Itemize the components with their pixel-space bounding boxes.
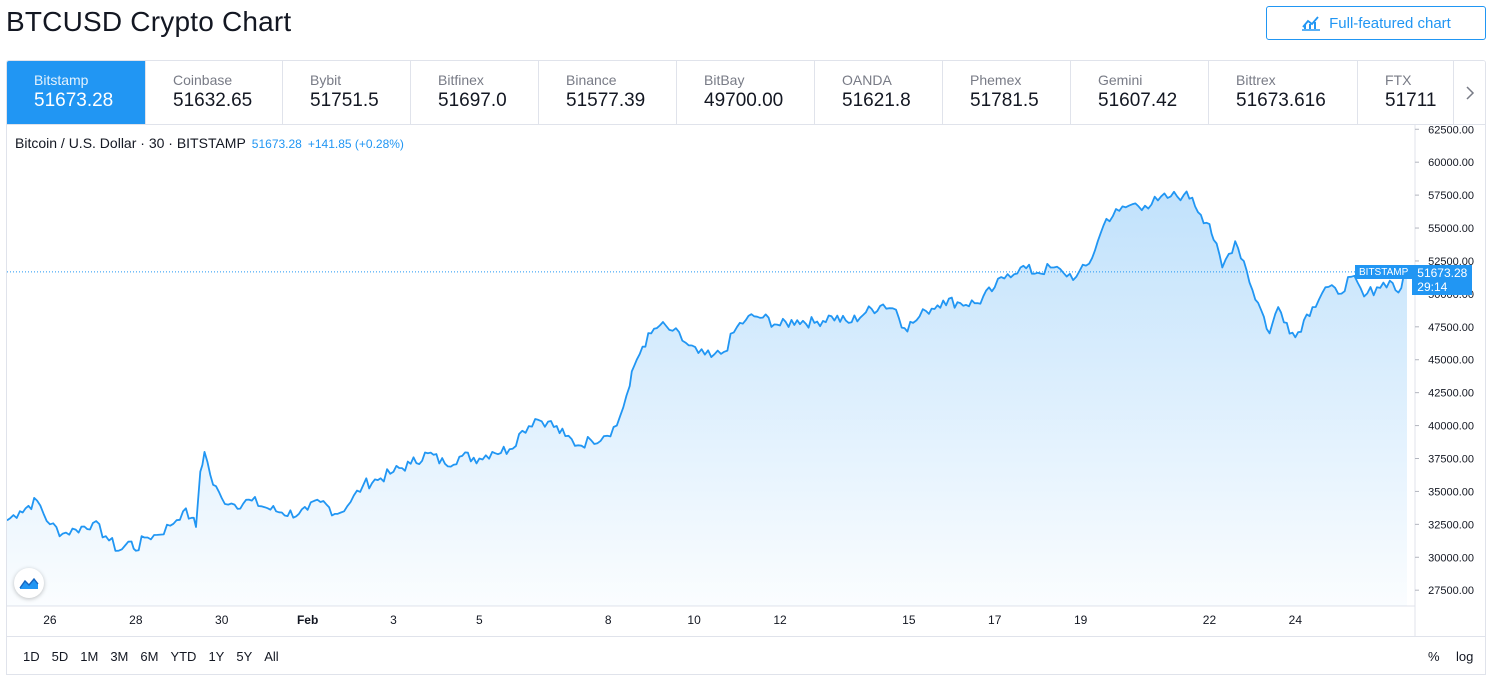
range-5y[interactable]: 5Y (236, 649, 253, 664)
tab-bitbay[interactable]: BitBay 49700.00 (677, 61, 815, 124)
tab-exchange-price: 51697.0 (438, 90, 507, 111)
exchange-tabs: Bitstamp 51673.28 Coinbase 51632.65 Bybi… (6, 60, 1486, 125)
tab-exchange-price: 51621.8 (842, 90, 911, 111)
range-all[interactable]: All (264, 649, 279, 664)
y-tick-label: 27500.00 (1428, 585, 1474, 597)
tab-exchange-price: 51673.28 (34, 90, 114, 111)
tab-exchange-name: Coinbase (173, 72, 233, 88)
tab-exchange-name: Bittrex (1236, 72, 1276, 88)
tab-exchange-price: 51632.65 (173, 90, 253, 111)
price-tag-countdown: 29:14 (1417, 279, 1448, 294)
y-tick-label: 57500.00 (1428, 190, 1474, 202)
tab-coinbase[interactable]: Coinbase 51632.65 (146, 61, 283, 124)
log-scale-button[interactable]: log (1456, 649, 1474, 664)
tab-exchange-name: Bybit (310, 72, 342, 88)
tab-exchange-price: 49700.00 (704, 90, 784, 111)
tab-bybit[interactable]: Bybit 51751.5 (283, 61, 411, 124)
tradingview-logo[interactable] (14, 568, 44, 598)
y-tick-label: 37500.00 (1428, 454, 1474, 466)
logo-icon (19, 577, 39, 589)
page-title: BTCUSD Crypto Chart (6, 6, 292, 37)
x-tick-label: 10 (687, 613, 701, 627)
y-tick-label: 47500.00 (1428, 322, 1474, 334)
chart-icon (1302, 16, 1321, 31)
tab-bitstamp[interactable]: Bitstamp 51673.28 (7, 61, 146, 124)
chart-legend: Bitcoin / U.S. Dollar · 30 · BITSTAMP 516… (15, 135, 404, 151)
chevron-right-icon (1465, 85, 1474, 100)
tab-exchange-name: Bitfinex (438, 72, 484, 88)
legend-change: +141.85 (+0.28%) (307, 137, 404, 151)
price-tag-box: 51673.28 29:14 (1412, 264, 1473, 295)
tab-exchange-price: 51781.5 (970, 90, 1039, 111)
y-tick-label: 52500.00 (1428, 256, 1474, 268)
tab-exchange-name: FTX (1385, 72, 1412, 88)
x-tick-label: 28 (129, 613, 143, 627)
tab-exchange-price: 51751.5 (310, 90, 379, 111)
tab-exchange-price: 51577.39 (566, 90, 646, 111)
legend-symbol: Bitcoin / U.S. Dollar · 30 · BITSTAMP (15, 135, 246, 151)
last-price-tag: BITSTAMP 51673.28 29:14 (1355, 264, 1473, 295)
x-tick-label: 26 (43, 613, 57, 627)
tab-binance[interactable]: Binance 51577.39 (539, 61, 677, 124)
tab-ftx[interactable]: FTX 51711 (1358, 61, 1468, 124)
y-tick-label: 30000.00 (1428, 552, 1474, 564)
y-tick-label: 55000.00 (1428, 223, 1474, 235)
tab-bitfinex[interactable]: Bitfinex 51697.0 (411, 61, 539, 124)
range-3m[interactable]: 3M (110, 649, 129, 664)
y-tick-label: 62500.00 (1428, 124, 1474, 136)
x-tick-label: 30 (215, 613, 229, 627)
percent-scale-button[interactable]: % (1428, 649, 1440, 664)
x-tick-label: 12 (773, 613, 787, 627)
tab-exchange-name: BitBay (704, 72, 745, 88)
x-tick-label: 24 (1289, 613, 1303, 627)
tab-bittrex[interactable]: Bittrex 51673.616 (1209, 61, 1358, 124)
x-tick-label: 5 (476, 613, 483, 627)
tab-exchange-name: OANDA (842, 72, 892, 88)
x-tick-label: 22 (1203, 613, 1217, 627)
series-area (7, 191, 1407, 606)
legend-last-price: 51673.28 (251, 137, 302, 151)
full-featured-chart-label: Full-featured chart (1329, 14, 1451, 32)
tab-oanda[interactable]: OANDA 51621.8 (815, 61, 943, 124)
y-tick-label: 40000.00 (1428, 421, 1474, 433)
x-tick-label: 17 (988, 613, 1002, 627)
range-1d[interactable]: 1D (23, 649, 40, 664)
range-ytd[interactable]: YTD (170, 649, 197, 664)
bottom-toolbar: 1D 5D 1M 3M 6M YTD 1Y 5Y All % log (7, 636, 1485, 674)
range-5d[interactable]: 5D (51, 649, 69, 664)
tab-exchange-name: Gemini (1098, 72, 1143, 88)
tabs-next-button[interactable] (1453, 61, 1485, 124)
x-tick-label: 8 (605, 613, 612, 627)
y-tick-label: 45000.00 (1428, 355, 1474, 367)
tab-phemex[interactable]: Phemex 51781.5 (943, 61, 1071, 124)
y-tick-label: 42500.00 (1428, 388, 1474, 400)
range-1m[interactable]: 1M (80, 649, 99, 664)
range-1y[interactable]: 1Y (208, 649, 225, 664)
x-tick-label: 15 (902, 613, 916, 627)
x-tick-label: 3 (390, 613, 397, 627)
tab-gemini[interactable]: Gemini 51607.42 (1071, 61, 1209, 124)
x-tick-label: 19 (1074, 613, 1088, 627)
tab-exchange-price: 51607.42 (1098, 90, 1178, 111)
range-6m[interactable]: 6M (140, 649, 159, 664)
y-tick-label: 35000.00 (1428, 486, 1474, 498)
chart-container[interactable]: 62500.00 60000.00 57500.00 55000.00 52500.00… (6, 124, 1486, 675)
price-chart[interactable]: 62500.00 60000.00 57500.00 55000.00 52500.00… (7, 124, 1485, 636)
tab-exchange-price: 51711 (1385, 90, 1437, 111)
price-tag-exchange: BITSTAMP (1355, 264, 1413, 279)
y-tick-label: 60000.00 (1428, 157, 1474, 169)
full-featured-chart-button[interactable]: Full-featured chart (1266, 6, 1486, 40)
y-tick-label: 32500.00 (1428, 519, 1474, 531)
price-tag-value: 51673.28 (1417, 265, 1468, 280)
x-tick-label: Feb (297, 613, 318, 627)
tab-exchange-name: Phemex (970, 72, 1022, 88)
tab-exchange-name: Binance (566, 72, 617, 88)
tab-exchange-price: 51673.616 (1236, 90, 1326, 111)
series-line (7, 190, 1408, 552)
tab-exchange-name: Bitstamp (34, 72, 89, 88)
range-selector: 1D 5D 1M 3M 6M YTD 1Y 5Y All (17, 649, 285, 664)
